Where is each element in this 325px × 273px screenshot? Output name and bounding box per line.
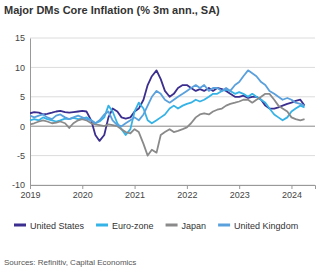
series-line (30, 90, 305, 135)
x-axis: 2019 2020 2021 2022 2023 2024 (20, 185, 315, 200)
y-tick: -10 (12, 180, 30, 190)
legend-swatch (14, 224, 26, 227)
x-tick: 2021 (125, 185, 145, 200)
legend: United States Euro-zone Japan United Kingdo… (14, 221, 298, 231)
grid-line (30, 155, 315, 156)
title: Major DMs Core Inflation (% 3m ann., SA) (4, 4, 220, 16)
y-tick: 10 (15, 63, 30, 73)
y-tick-label: 15 (15, 33, 25, 43)
grid-line (30, 67, 315, 68)
x-tick-label: 2020 (73, 190, 93, 200)
y-tick-label: 0 (20, 122, 25, 132)
x-tick-mark (291, 185, 292, 189)
legend-label: Japan (182, 221, 207, 231)
x-tick-label: 2024 (282, 190, 302, 200)
x-tick-label: 2023 (230, 190, 250, 200)
x-tick: 2024 (282, 185, 302, 200)
legend-item: United Kingdom (218, 221, 298, 231)
legend-label: United Kingdom (234, 221, 298, 231)
source: Sources: Refinitiv, Capital Economics (4, 258, 136, 267)
legend-swatch (166, 224, 178, 227)
y-tick: 0 (20, 122, 30, 132)
y-tick-label: 5 (20, 92, 25, 102)
series-line (30, 94, 305, 156)
legend-swatch (96, 224, 108, 227)
x-axis-line (31, 186, 316, 190)
legend-item: United States (14, 221, 85, 231)
y-tick-label: -10 (12, 180, 25, 190)
grid-line (30, 38, 315, 39)
x-tick-label: 2021 (125, 190, 145, 200)
x-tick-label: 2019 (20, 190, 40, 200)
x-tick: 2020 (73, 185, 93, 200)
x-tick-mark (82, 185, 83, 189)
y-tick-label: 10 (15, 63, 25, 73)
grid-line (30, 126, 315, 127)
legend-item: Japan (166, 221, 207, 231)
legend-label: United States (30, 221, 85, 231)
legend-item: Euro-zone (96, 221, 154, 231)
x-tick: 2022 (177, 185, 197, 200)
y-axis: -10 -5 0 5 10 15 (12, 33, 31, 190)
x-tick-mark (187, 185, 188, 189)
lines (30, 70, 305, 155)
legend-label: Euro-zone (112, 221, 154, 231)
y-tick: 15 (15, 33, 30, 43)
grid (30, 38, 315, 185)
x-tick: 2023 (230, 185, 250, 200)
legend-swatch (218, 224, 230, 227)
x-tick-label: 2022 (177, 190, 197, 200)
x-tick-mark (239, 185, 240, 189)
series-line (30, 70, 305, 126)
x-tick-mark (30, 185, 31, 189)
y-tick-label: -5 (17, 151, 25, 161)
x-tick-mark (135, 185, 136, 189)
chart: Major DMs Core Inflation (% 3m ann., SA)… (0, 0, 325, 273)
x-tick: 2019 (20, 185, 40, 200)
y-tick: 5 (20, 92, 30, 102)
y-tick: -5 (17, 151, 30, 161)
y-axis-line (30, 39, 31, 186)
